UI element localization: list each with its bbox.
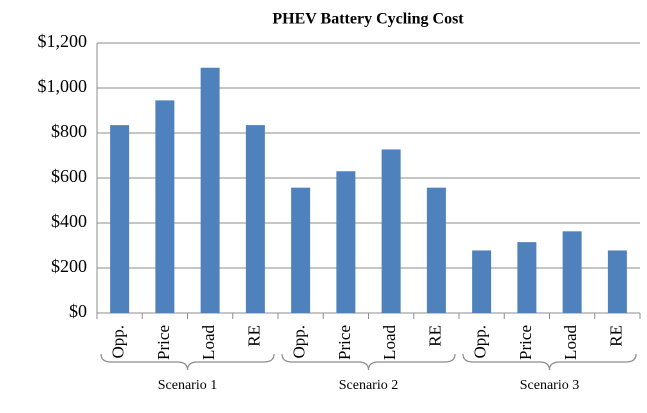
x-tick-label: Load <box>380 325 399 360</box>
bar <box>336 171 356 313</box>
x-tick-label: RE <box>244 325 263 347</box>
x-tick-label: Opp. <box>290 325 309 359</box>
bar <box>562 231 582 313</box>
x-tick-label: Load <box>199 325 218 360</box>
y-tick-label: $400 <box>51 211 87 231</box>
group-label: Scenario 1 <box>158 378 217 393</box>
group-brace <box>100 353 275 371</box>
bar <box>607 250 627 313</box>
bar <box>472 250 492 313</box>
bar <box>426 187 446 313</box>
x-tick-label: RE <box>606 325 625 347</box>
x-tick-label: Opp. <box>471 325 490 359</box>
x-tick-label: Price <box>516 325 535 360</box>
bar <box>200 67 220 313</box>
y-tick-label: $800 <box>51 121 87 141</box>
group-label: Scenario 2 <box>339 378 398 393</box>
y-tick-label: $1,200 <box>38 31 88 51</box>
x-tick-label: Price <box>154 325 173 360</box>
bar <box>517 242 537 313</box>
y-tick-label: $0 <box>69 301 87 321</box>
group-brace <box>281 353 456 371</box>
bar <box>245 125 265 313</box>
y-tick-label: $600 <box>51 166 87 186</box>
bar <box>381 149 401 313</box>
group-brace <box>462 353 637 371</box>
y-tick-label: $200 <box>51 256 87 276</box>
x-tick-label: Price <box>335 325 354 360</box>
x-tick-label: RE <box>425 325 444 347</box>
bar <box>110 125 130 313</box>
x-tick-label: Opp. <box>109 325 128 359</box>
group-label: Scenario 3 <box>520 378 579 393</box>
bar <box>155 100 175 313</box>
chart-title: PHEV Battery Cycling Cost <box>272 11 464 28</box>
y-tick-label: $1,000 <box>38 76 88 96</box>
bar <box>291 187 311 313</box>
x-tick-label: Load <box>561 325 580 360</box>
